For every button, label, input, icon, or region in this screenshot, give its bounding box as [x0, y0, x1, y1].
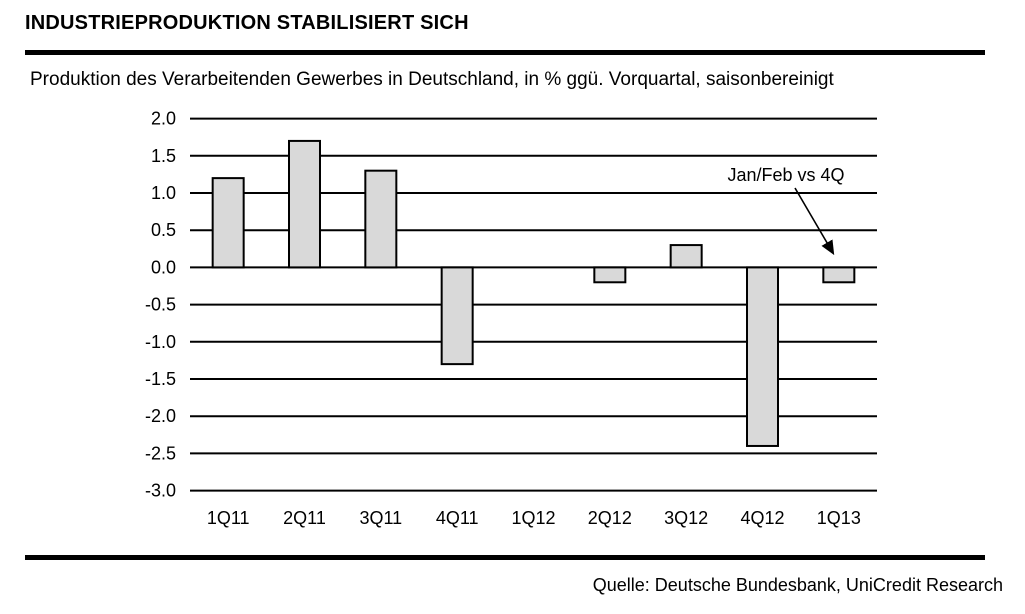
bar-1Q11: [211, 177, 245, 269]
x-tick-label: 4Q12: [740, 508, 784, 528]
bar-2Q12: [593, 266, 627, 284]
x-tick-label: 1Q11: [207, 508, 250, 528]
chart-subtitle: Produktion des Verarbeitenden Gewerbes i…: [30, 69, 834, 90]
y-tick-label: 0.0: [151, 257, 176, 277]
x-tick-label: 1Q12: [511, 508, 555, 528]
y-tick-label: -0.5: [145, 295, 176, 315]
y-tick-label: 0.5: [151, 220, 176, 240]
page-title: INDUSTRIEPRODUKTION STABILISIERT SICH: [25, 12, 469, 34]
bar-1Q13: [822, 266, 856, 284]
x-tick-label: 2Q11: [283, 508, 326, 528]
x-tick-label: 4Q11: [436, 508, 479, 528]
annotation-label: Jan/Feb vs 4Q: [727, 165, 844, 185]
y-tick-label: -3.0: [145, 481, 176, 501]
bar-2Q11: [288, 139, 321, 269]
title-divider: [25, 50, 985, 55]
y-tick-label: 1.0: [151, 183, 176, 203]
annotation-layer: Jan/Feb vs 4Q: [727, 165, 845, 256]
annotation-arrow: [794, 187, 835, 256]
x-tick-label: 3Q11: [359, 508, 402, 528]
bar-3Q12: [669, 244, 703, 269]
x-tick-label: 2Q12: [588, 508, 632, 528]
x-tick-label: 1Q13: [817, 508, 861, 528]
y-tick-label: 1.5: [151, 146, 176, 166]
footer-divider: [25, 555, 985, 560]
y-tick-label: -2.5: [145, 443, 176, 463]
y-tick-label: -1.0: [145, 332, 176, 352]
bar-4Q11: [440, 266, 474, 366]
bar-3Q11: [364, 169, 398, 269]
y-tick-label: -1.5: [145, 369, 176, 389]
y-tick-label: 2.0: [151, 109, 176, 129]
x-axis-tick-labels: 1Q11 2Q11 3Q11 4Q11 1Q12 2Q12 3Q12 4Q12 1Q13: [207, 508, 861, 528]
bar-4Q12: [746, 266, 779, 447]
y-axis-tick-labels: 2.0 1.5 1.0 0.5 0.0 -0.5 -1.0 -1.5 -2.0 -2.5 -3.0: [145, 109, 176, 501]
bars-layer: [211, 139, 856, 447]
y-tick-label: -2.0: [145, 406, 176, 426]
source-credit: Quelle: Deutsche Bundesbank, UniCredit R…: [592, 575, 1003, 595]
x-tick-label: 3Q12: [664, 508, 708, 528]
